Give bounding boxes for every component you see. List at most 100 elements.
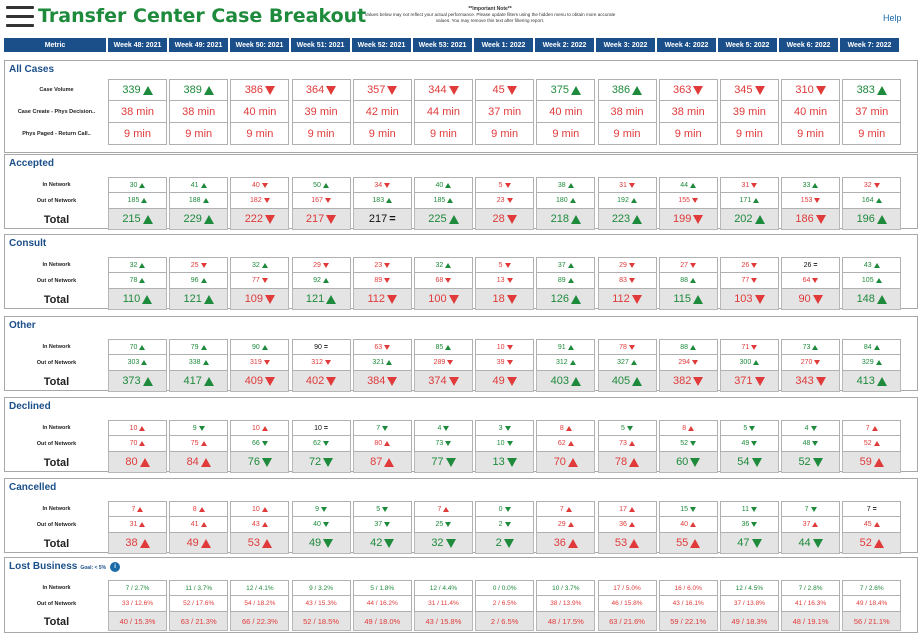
value-cell[interactable]: 9 min [169, 123, 229, 145]
value-cell[interactable]: 7 [413, 501, 473, 517]
value-cell[interactable]: 49 [169, 533, 229, 554]
value-cell[interactable]: 405 [597, 371, 657, 392]
value-cell[interactable]: 44 [781, 533, 841, 554]
value-cell[interactable]: 52 [842, 533, 902, 554]
value-cell[interactable]: 121 [169, 289, 229, 310]
value-cell[interactable]: 70 [108, 339, 167, 355]
value-cell[interactable]: 31 [597, 177, 657, 193]
value-cell[interactable]: 8 [169, 501, 229, 517]
value-cell[interactable]: 192 [597, 193, 657, 209]
value-cell[interactable]: 319 [230, 355, 290, 371]
value-cell[interactable]: 180 [536, 193, 596, 209]
value-cell[interactable]: 38 min [597, 101, 657, 123]
value-cell[interactable]: 52 [658, 436, 718, 452]
value-cell[interactable]: 4 [413, 420, 473, 436]
value-cell[interactable]: 11 [719, 501, 779, 517]
value-cell[interactable]: 59 / 22.1% [658, 612, 718, 631]
value-cell[interactable]: 9 min [597, 123, 657, 145]
value-cell[interactable]: 7 [108, 501, 167, 517]
value-cell[interactable]: 49 / 18.0% [352, 612, 412, 631]
value-cell[interactable]: 3 [475, 420, 535, 436]
value-cell[interactable]: 31 [108, 517, 167, 533]
value-cell[interactable]: 25 [169, 257, 229, 273]
value-cell[interactable]: 76 [230, 452, 290, 473]
value-cell[interactable]: 202 [719, 209, 779, 230]
value-cell[interactable]: 44 min [413, 101, 473, 123]
value-cell[interactable]: 115 [658, 289, 718, 310]
value-cell[interactable]: 223 [597, 209, 657, 230]
value-cell[interactable]: 77 [413, 452, 473, 473]
value-cell[interactable]: 52 / 18.5% [291, 612, 351, 631]
column-header-week[interactable]: Week 6: 2022 [779, 38, 838, 52]
value-cell[interactable]: 53 [597, 533, 657, 554]
value-cell[interactable]: 40 / 15.3% [108, 612, 167, 631]
value-cell[interactable]: 12 / 4.1% [230, 580, 290, 596]
value-cell[interactable]: 53 [230, 533, 290, 554]
value-cell[interactable]: 29 [291, 257, 351, 273]
value-cell[interactable]: 85 [413, 339, 473, 355]
value-cell[interactable]: 9 min [781, 123, 841, 145]
column-header-week[interactable]: Week 7: 2022 [840, 38, 899, 52]
value-cell[interactable]: 5 [475, 177, 535, 193]
value-cell[interactable]: 72 [291, 452, 351, 473]
value-cell[interactable]: 77 [719, 273, 779, 289]
value-cell[interactable]: 10 [475, 436, 535, 452]
value-cell[interactable]: 312 [291, 355, 351, 371]
value-cell[interactable]: 10 [475, 339, 535, 355]
value-cell[interactable]: 45 [842, 517, 902, 533]
value-cell[interactable]: 222 [230, 209, 290, 230]
value-cell[interactable]: 11 / 3.7% [169, 580, 229, 596]
value-cell[interactable]: 382 [658, 371, 718, 392]
value-cell[interactable]: 43 [842, 257, 902, 273]
value-cell[interactable]: 409 [230, 371, 290, 392]
value-cell[interactable]: 38 [536, 177, 596, 193]
value-cell[interactable]: 100 [413, 289, 473, 310]
value-cell[interactable]: 4 [781, 420, 841, 436]
value-cell[interactable]: 18 [475, 289, 535, 310]
value-cell[interactable]: 16 / 6.0% [658, 580, 718, 596]
value-cell[interactable]: 196 [842, 209, 902, 230]
value-cell[interactable]: 9 min [536, 123, 596, 145]
value-cell[interactable]: 40 min [536, 101, 596, 123]
value-cell[interactable]: 12 / 4.5% [719, 580, 779, 596]
value-cell[interactable]: 2 [475, 533, 535, 554]
value-cell[interactable]: 40 min [230, 101, 290, 123]
value-cell[interactable]: 312 [536, 355, 596, 371]
value-cell[interactable]: 39 min [719, 101, 779, 123]
value-cell[interactable]: 90 [781, 289, 841, 310]
value-cell[interactable]: 153 [781, 193, 841, 209]
value-cell[interactable]: 44 [658, 177, 718, 193]
value-cell[interactable]: 9 min [719, 123, 779, 145]
value-cell[interactable]: 112 [352, 289, 412, 310]
value-cell[interactable]: 9 min [475, 123, 535, 145]
value-cell[interactable]: 87 [352, 452, 412, 473]
value-cell[interactable]: 5 [352, 501, 412, 517]
value-cell[interactable]: 36 [536, 533, 596, 554]
value-cell[interactable]: 47 [719, 533, 779, 554]
value-cell[interactable]: 37 [352, 517, 412, 533]
value-cell[interactable]: 17 / 5.0% [597, 580, 657, 596]
value-cell[interactable]: 167 [291, 193, 351, 209]
value-cell[interactable]: 2 / 6.5% [475, 596, 535, 612]
value-cell[interactable]: 10 [108, 420, 167, 436]
value-cell[interactable]: 413 [842, 371, 902, 392]
value-cell[interactable]: 5 [475, 257, 535, 273]
value-cell[interactable]: 52 / 17.6% [169, 596, 229, 612]
value-cell[interactable]: 185 [108, 193, 167, 209]
value-cell[interactable]: 80 [352, 436, 412, 452]
value-cell[interactable]: 66 / 22.3% [230, 612, 290, 631]
value-cell[interactable]: 13 [475, 273, 535, 289]
value-cell[interactable]: 62 [536, 436, 596, 452]
value-cell[interactable]: 31 / 11.4% [413, 596, 473, 612]
value-cell[interactable]: 225 [413, 209, 473, 230]
value-cell[interactable]: 364 [291, 79, 351, 101]
value-cell[interactable]: 59 [842, 452, 902, 473]
value-cell[interactable]: 29 [597, 257, 657, 273]
value-cell[interactable]: 92 [291, 273, 351, 289]
value-cell[interactable]: 338 [169, 355, 229, 371]
value-cell[interactable]: 33 / 12.6% [108, 596, 167, 612]
value-cell[interactable]: 78 [597, 339, 657, 355]
value-cell[interactable]: 38 min [108, 101, 167, 123]
value-cell[interactable]: 40 [291, 517, 351, 533]
value-cell[interactable]: 40 min [781, 101, 841, 123]
